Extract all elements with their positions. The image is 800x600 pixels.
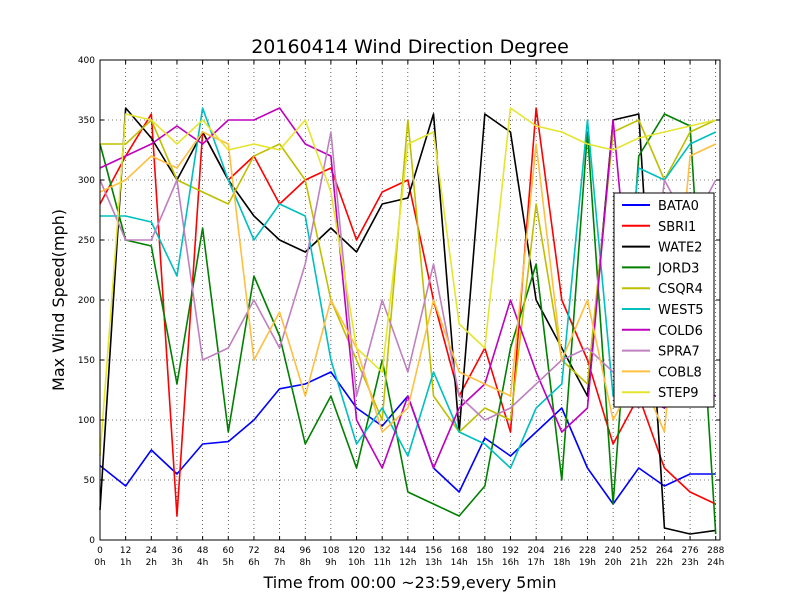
legend-label-cobl8: COBL8 bbox=[658, 365, 702, 380]
legend-label-step9: STEP9 bbox=[658, 386, 699, 401]
series-line-jord3 bbox=[99, 113, 717, 535]
x-tick-label: 264 bbox=[656, 546, 673, 556]
legend-label-spra7: SPRA7 bbox=[658, 345, 700, 360]
legend-label-csqr4: CSQR4 bbox=[658, 282, 703, 297]
x-tick-sublabel: 23h bbox=[681, 558, 698, 568]
y-tick-label: 150 bbox=[78, 356, 95, 366]
x-tick-sublabel: 19h bbox=[579, 558, 596, 568]
x-tick-label: 60 bbox=[223, 546, 235, 556]
x-tick-sublabel: 4h bbox=[197, 558, 208, 568]
x-tick-label: 24 bbox=[146, 546, 158, 556]
legend-label-jord3: JORD3 bbox=[657, 261, 699, 276]
x-tick-label: 144 bbox=[399, 546, 416, 556]
y-tick-label: 300 bbox=[78, 176, 95, 186]
legend: BATA0 SBRI1 WATE2 JORD3 CSQR4 WEST5 COLD6 SPRA7… bbox=[613, 192, 715, 408]
x-tick-sublabel: 3h bbox=[171, 558, 182, 568]
y-tick-label: 200 bbox=[78, 296, 95, 306]
x-tick-sublabel: 20h bbox=[605, 558, 622, 568]
series-line-spra7 bbox=[99, 131, 717, 421]
series-line-west5 bbox=[100, 107, 717, 469]
x-tick-label: 288 bbox=[707, 546, 724, 556]
y-tick-label: 100 bbox=[78, 416, 95, 426]
x-tick-sublabel: 14h bbox=[451, 558, 468, 568]
y-axis-label: Max Wind Speed(mph) bbox=[49, 209, 68, 391]
x-tick-label: 84 bbox=[274, 546, 286, 556]
x-tick-sublabel: 1h bbox=[120, 558, 131, 568]
x-tick-sublabel: 22h bbox=[656, 558, 673, 568]
x-tick-label: 240 bbox=[605, 546, 622, 556]
x-tick-sublabel: 7h bbox=[274, 558, 285, 568]
legend-label-cold6: COLD6 bbox=[658, 324, 703, 339]
x-tick-label: 36 bbox=[171, 546, 183, 556]
series-line-cobl8 bbox=[99, 131, 717, 433]
x-tick-label: 192 bbox=[502, 546, 519, 556]
x-tick-sublabel: 21h bbox=[630, 558, 647, 568]
x-tick-label: 0 bbox=[97, 546, 103, 556]
x-tick-label: 120 bbox=[348, 546, 365, 556]
x-tick-label: 216 bbox=[553, 546, 570, 556]
x-tick-label: 108 bbox=[322, 546, 339, 556]
x-tick-label: 180 bbox=[476, 546, 493, 556]
x-axis-label: Time from 00:00 ~23:59,every 5min bbox=[263, 573, 557, 592]
x-tick-sublabel: 9h bbox=[325, 558, 336, 568]
x-tick-label: 228 bbox=[579, 546, 596, 556]
y-tick-label: 400 bbox=[78, 56, 95, 66]
x-tick-sublabel: 5h bbox=[223, 558, 234, 568]
x-tick-sublabel: 11h bbox=[374, 558, 391, 568]
series-line-step9 bbox=[99, 107, 716, 457]
y-tick-label: 50 bbox=[84, 476, 96, 486]
x-tick-sublabel: 24h bbox=[707, 558, 724, 568]
x-tick-sublabel: 17h bbox=[528, 558, 545, 568]
x-tick-label: 96 bbox=[300, 546, 312, 556]
x-tick-label: 276 bbox=[681, 546, 698, 556]
x-tick-label: 204 bbox=[528, 546, 545, 556]
x-tick-sublabel: 12h bbox=[399, 558, 416, 568]
x-tick-sublabel: 8h bbox=[300, 558, 311, 568]
x-tick-label: 168 bbox=[451, 546, 468, 556]
x-tick-sublabel: 10h bbox=[348, 558, 365, 568]
legend-label-sbri1: SBRI1 bbox=[658, 220, 696, 235]
x-tick-sublabel: 2h bbox=[146, 558, 157, 568]
x-tick-label: 156 bbox=[425, 546, 442, 556]
x-tick-sublabel: 18h bbox=[553, 558, 570, 568]
x-tick-sublabel: 16h bbox=[502, 558, 519, 568]
legend-label-bata0: BATA0 bbox=[658, 199, 699, 214]
x-tick-sublabel: 0h bbox=[94, 558, 105, 568]
series-line-cold6 bbox=[99, 107, 717, 469]
y-tick-label: 0 bbox=[89, 536, 95, 546]
legend-label-wate2: WATE2 bbox=[658, 241, 702, 256]
x-tick-label: 72 bbox=[248, 546, 259, 556]
x-tick-label: 12 bbox=[120, 546, 131, 556]
y-tick-label: 350 bbox=[78, 116, 95, 126]
series-line-csqr4 bbox=[100, 119, 717, 433]
y-tick-label: 250 bbox=[78, 236, 95, 246]
chart-title: 20160414 Wind Direction Degree bbox=[251, 36, 569, 58]
x-tick-label: 48 bbox=[197, 546, 209, 556]
plot-area: 0 0h 12 1h 24 2h 36 3h 48 4h 60 5h 72 6h 84 7h 96 8h 108 9h… bbox=[78, 56, 725, 568]
legend-label-west5: WEST5 bbox=[658, 303, 704, 318]
x-tick-sublabel: 15h bbox=[476, 558, 493, 568]
x-tick-sublabel: 6h bbox=[248, 558, 259, 568]
x-tick-label: 132 bbox=[374, 546, 391, 556]
x-tick-label: 252 bbox=[630, 546, 647, 556]
x-tick-sublabel: 13h bbox=[425, 558, 442, 568]
